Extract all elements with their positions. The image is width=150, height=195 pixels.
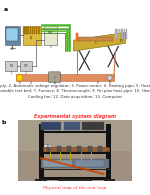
Text: PS: PS (9, 64, 13, 68)
Text: 1. Power supply; 2. Automatic voltage regulator; 3. Power meter; 4. Heating pipe: 1. Power supply; 2. Automatic voltage re… (0, 84, 150, 99)
Text: 1: 1 (10, 71, 12, 75)
Bar (36, 27, 38, 34)
Text: Experimental system diagram: Experimental system diagram (34, 113, 116, 119)
Text: PM: PM (48, 31, 53, 35)
Text: F: F (54, 76, 55, 80)
Circle shape (16, 74, 23, 81)
Text: b: b (46, 144, 49, 148)
Bar (58, 179, 92, 181)
Bar (126, 29, 127, 39)
Bar (5, 61, 17, 71)
FancyBboxPatch shape (49, 72, 60, 82)
Bar (39, 131, 111, 133)
Bar (39, 177, 111, 180)
Bar (88, 146, 92, 152)
Bar (23, 27, 24, 34)
Bar (76, 33, 78, 41)
Text: 10: 10 (120, 39, 123, 43)
Bar (115, 29, 117, 39)
Circle shape (107, 75, 112, 81)
Bar (5, 26, 20, 45)
Bar (16, 74, 114, 81)
Text: 12: 12 (30, 36, 34, 40)
Bar (67, 146, 71, 152)
Text: 13: 13 (11, 47, 14, 51)
Bar (20, 61, 32, 71)
Bar (39, 169, 111, 170)
Bar (32, 27, 33, 34)
Bar (78, 37, 112, 41)
Bar (82, 122, 104, 130)
Bar (18, 120, 132, 151)
Polygon shape (74, 32, 125, 51)
Bar (27, 27, 29, 34)
Bar (6, 28, 18, 41)
Bar (25, 27, 27, 34)
Bar (46, 146, 51, 152)
Bar (39, 152, 111, 154)
Bar (121, 29, 122, 39)
Bar (44, 26, 57, 45)
Text: 5: 5 (54, 81, 56, 85)
Bar (64, 122, 80, 130)
Bar (22, 26, 41, 45)
Text: 5: 5 (94, 41, 96, 45)
Bar (57, 146, 61, 152)
Bar (117, 29, 118, 39)
Bar (124, 29, 125, 39)
Text: VR: VR (24, 64, 28, 68)
Bar (41, 159, 109, 168)
Text: 9: 9 (97, 81, 99, 85)
Bar (98, 146, 102, 152)
Bar (106, 124, 111, 180)
Text: 6: 6 (19, 81, 21, 85)
Text: 7: 7 (54, 82, 55, 86)
Bar (43, 147, 109, 151)
Text: 3: 3 (50, 45, 51, 49)
Bar (35, 179, 46, 181)
Bar (43, 160, 72, 167)
Bar (75, 160, 104, 167)
Text: b: b (2, 120, 6, 125)
Bar (38, 27, 40, 34)
Bar (30, 27, 31, 34)
Bar (122, 29, 123, 39)
Bar (41, 122, 61, 130)
Text: a: a (4, 7, 8, 12)
Bar (34, 27, 35, 34)
Bar (119, 29, 120, 39)
Bar (77, 146, 81, 152)
Bar (39, 124, 44, 180)
Text: 4: 4 (30, 81, 31, 85)
Bar (44, 145, 51, 147)
Text: 2: 2 (25, 71, 27, 75)
Text: 8: 8 (109, 81, 111, 85)
Text: Physical map of the test loop: Physical map of the test loop (43, 186, 107, 190)
Bar (103, 179, 115, 181)
